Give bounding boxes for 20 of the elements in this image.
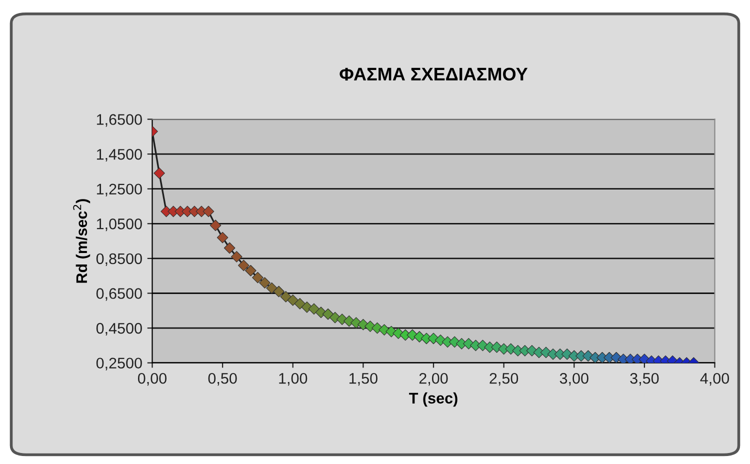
x-axis-title: T (sec) [409, 392, 458, 407]
y-tick-label: 0,2500 [96, 358, 142, 370]
x-tick-label: 2,50 [490, 372, 518, 386]
x-tick-label: 1,50 [349, 372, 378, 386]
y-axis-title: Rd (m/sec$^{2}$) [73, 199, 90, 283]
x-tick-label: 2,00 [419, 372, 448, 386]
x-tick-label: 1,00 [279, 372, 308, 386]
x-tick-label: 0,50 [208, 372, 237, 386]
y-tick-label: 1,4500 [96, 148, 142, 162]
y-tick-label: 1,6500 [96, 114, 142, 127]
y-tick-label: 0,8500 [96, 253, 142, 266]
y-tick-label: 1,2500 [96, 184, 142, 196]
x-tick-label: 0,00 [138, 372, 167, 386]
y-tick-label: 1,0500 [96, 218, 142, 232]
x-tick-label: 3,50 [630, 372, 659, 386]
y-tick-label: 0,6500 [96, 288, 142, 301]
x-tick-label: 4,00 [700, 372, 730, 386]
x-tick-label: 3,00 [560, 372, 588, 386]
chart-title: ΦΑΣΜΑ ΣΧΕΔΙΑΣΜΟΥ [340, 68, 528, 81]
y-tick-label: 0,4500 [96, 322, 142, 336]
